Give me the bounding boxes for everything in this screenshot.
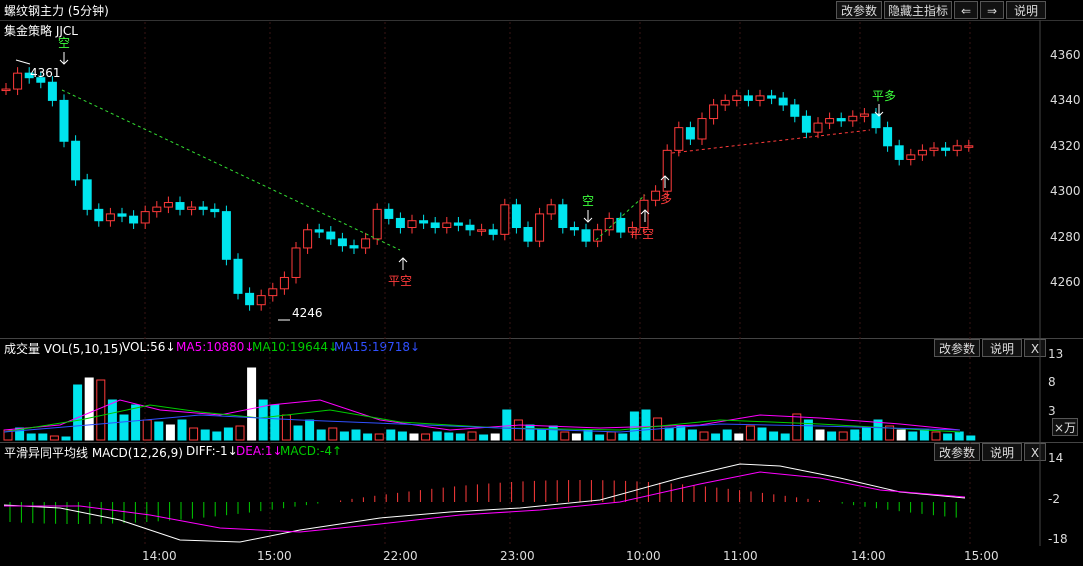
volume-params-button[interactable]: 改参数	[934, 339, 980, 357]
volume-panel[interactable]: 成交量 VOL(5,10,15) VOL:56↓ MA5:10880↓ MA10…	[0, 338, 1083, 443]
hide-indicator-button[interactable]: 隐藏主指标	[884, 1, 952, 19]
help-button[interactable]: 说明	[1006, 1, 1046, 19]
volume-title: 成交量 VOL(5,10,15)	[4, 342, 124, 356]
params-button[interactable]: 改参数	[836, 1, 882, 19]
time-tick: 23:00	[500, 549, 535, 563]
macd-value: MACD:-4↑	[280, 444, 343, 458]
chart-title: 螺纹钢主力 (5分钟)	[4, 4, 109, 18]
time-tick: 15:00	[964, 549, 999, 563]
indicator-label: 集金策略 JJCL	[4, 24, 78, 38]
macd-params-button[interactable]: 改参数	[934, 443, 980, 461]
prev-button[interactable]: ⇐	[954, 1, 978, 19]
ma10-value: MA10:19644↓	[252, 340, 339, 354]
volume-help-button[interactable]: 说明	[982, 339, 1022, 357]
macd-close-button[interactable]: X	[1024, 443, 1046, 461]
time-tick: 15:00	[257, 549, 292, 563]
time-tick: 14:00	[851, 549, 886, 563]
dea-value: DEA:1↓	[236, 444, 283, 458]
macd-panel[interactable]: 平滑异同平均线 MACD(12,26,9) DIFF:-1↓ DEA:1↓ MA…	[0, 442, 1083, 546]
time-tick: 11:00	[723, 549, 758, 563]
ma15-value: MA15:19718↓	[334, 340, 421, 354]
volume-unit-button[interactable]: ×万	[1052, 418, 1078, 436]
macd-help-button[interactable]: 说明	[982, 443, 1022, 461]
price-panel[interactable]: 集金策略 JJCL	[0, 20, 1083, 339]
diff-value: DIFF:-1↓	[186, 444, 238, 458]
header-bar: 螺纹钢主力 (5分钟) 改参数 隐藏主指标 ⇐ ⇒ 说明	[0, 0, 1083, 21]
time-axis: 14:00 15:00 22:00 23:00 10:00 11:00 14:0…	[142, 549, 999, 563]
volume-close-button[interactable]: X	[1024, 339, 1046, 357]
time-tick: 22:00	[383, 549, 418, 563]
time-tick: 10:00	[626, 549, 661, 563]
macd-title: 平滑异同平均线 MACD(12,26,9)	[4, 446, 183, 460]
next-button[interactable]: ⇒	[980, 1, 1004, 19]
ma5-value: MA5:10880↓	[176, 340, 255, 354]
time-tick: 14:00	[142, 549, 177, 563]
volume-value: VOL:56↓	[122, 340, 176, 354]
